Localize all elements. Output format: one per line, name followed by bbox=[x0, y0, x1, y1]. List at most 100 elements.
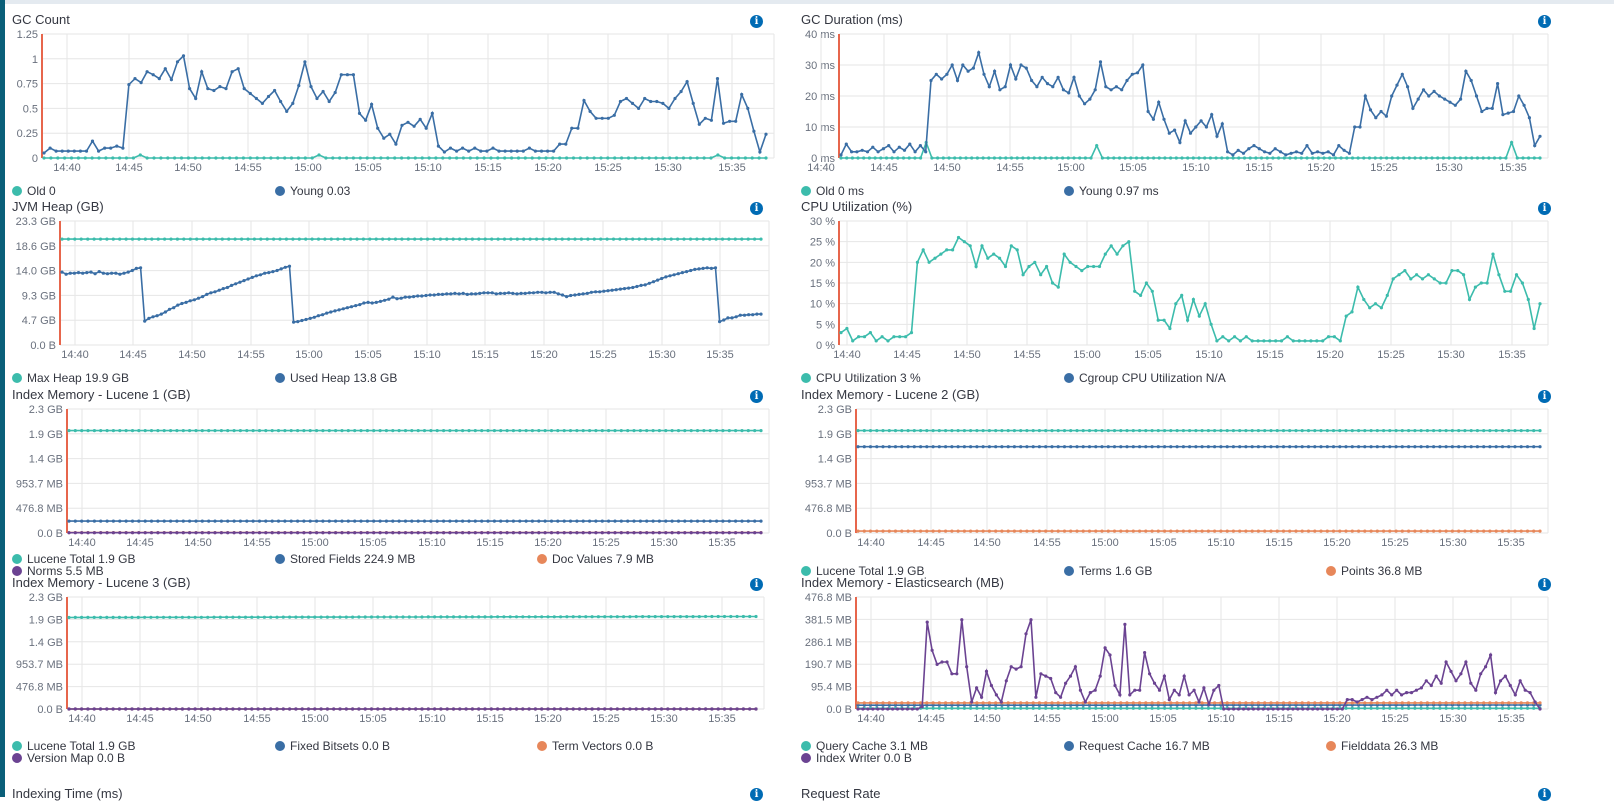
data-point bbox=[187, 707, 190, 710]
data-point bbox=[1063, 429, 1066, 432]
data-point bbox=[1438, 94, 1441, 97]
x-tick-label: 15:15 bbox=[474, 162, 502, 174]
data-point bbox=[1182, 701, 1185, 704]
data-point bbox=[1400, 693, 1403, 696]
data-point bbox=[938, 701, 941, 704]
data-point bbox=[1050, 445, 1053, 448]
data-point bbox=[271, 520, 274, 523]
data-point bbox=[1009, 63, 1012, 66]
series-line-old[interactable] bbox=[841, 143, 1540, 159]
data-point bbox=[97, 150, 100, 153]
data-point bbox=[218, 85, 221, 88]
data-point bbox=[320, 616, 323, 619]
data-point bbox=[839, 153, 842, 156]
data-point bbox=[703, 156, 706, 159]
series-line-young[interactable] bbox=[44, 56, 766, 153]
data-point bbox=[250, 707, 253, 710]
data-point bbox=[518, 520, 521, 523]
series-line-old[interactable] bbox=[44, 155, 766, 158]
data-point bbox=[586, 156, 589, 159]
data-point bbox=[994, 530, 997, 533]
legend-item[interactable]: Fielddata 26.3 MB bbox=[1326, 739, 1438, 753]
legend-item[interactable]: Request Cache 16.7 MB bbox=[1064, 739, 1210, 753]
legend-item[interactable]: Old 0 ms bbox=[801, 184, 864, 198]
y-tick-label: 1.25 bbox=[17, 29, 38, 41]
data-point bbox=[474, 531, 477, 534]
data-point bbox=[206, 616, 209, 619]
data-point bbox=[504, 150, 507, 153]
data-point bbox=[1257, 530, 1260, 533]
y-tick-label: 476.8 MB bbox=[16, 682, 63, 694]
data-point bbox=[502, 615, 505, 618]
data-point bbox=[512, 429, 515, 432]
series-line-cpu-utilization[interactable] bbox=[841, 238, 1540, 341]
data-point bbox=[1385, 689, 1388, 692]
legend-item[interactable]: CPU Utilization 3 % bbox=[801, 371, 921, 385]
data-point bbox=[658, 531, 661, 534]
legend-item[interactable]: Cgroup CPU Utilization N/A bbox=[1064, 371, 1226, 385]
data-point bbox=[715, 520, 718, 523]
data-point bbox=[677, 520, 680, 523]
data-point bbox=[650, 238, 653, 241]
data-point bbox=[245, 531, 248, 534]
data-point bbox=[1101, 156, 1104, 159]
data-point bbox=[628, 615, 631, 618]
legend-dot-icon bbox=[12, 741, 22, 751]
data-point bbox=[1098, 265, 1101, 268]
data-point bbox=[940, 77, 943, 80]
data-point bbox=[1025, 445, 1028, 448]
data-point bbox=[1119, 530, 1122, 533]
legend-item[interactable]: Index Writer 0.0 B bbox=[801, 751, 912, 765]
data-point bbox=[283, 531, 286, 534]
data-point bbox=[558, 156, 561, 159]
info-icon[interactable]: i bbox=[750, 788, 763, 801]
data-point bbox=[1032, 429, 1035, 432]
legend-item[interactable]: Fixed Bitsets 0.0 B bbox=[275, 739, 390, 753]
data-point bbox=[1069, 707, 1072, 710]
data-point bbox=[401, 707, 404, 710]
legend-item[interactable]: Doc Values 7.9 MB bbox=[537, 552, 654, 566]
data-point bbox=[980, 696, 983, 699]
legend-item[interactable]: Old 0 bbox=[12, 184, 56, 198]
legend-item[interactable]: Young 0.03 bbox=[275, 184, 350, 198]
legend-item[interactable]: Used Heap 13.8 GB bbox=[275, 371, 397, 385]
legend-item[interactable]: Stored Fields 224.9 MB bbox=[275, 552, 415, 566]
legend-item[interactable]: Young 0.97 ms bbox=[1064, 184, 1159, 198]
data-point bbox=[355, 238, 358, 241]
data-point bbox=[950, 530, 953, 533]
series-line-used-heap[interactable] bbox=[62, 266, 761, 322]
data-point bbox=[214, 238, 217, 241]
data-point bbox=[1010, 244, 1013, 247]
legend-item[interactable]: Max Heap 19.9 GB bbox=[12, 371, 129, 385]
legend-item[interactable]: Term Vectors 0.0 B bbox=[537, 739, 653, 753]
data-point bbox=[340, 531, 343, 534]
data-point bbox=[972, 67, 975, 70]
x-tick-label: 15:25 bbox=[1377, 349, 1405, 361]
series-line-lucene-total[interactable] bbox=[69, 617, 756, 618]
data-point bbox=[423, 429, 426, 432]
legend-item[interactable]: Version Map 0.0 B bbox=[12, 751, 125, 765]
data-point bbox=[925, 445, 928, 448]
data-point bbox=[1123, 623, 1126, 626]
data-point bbox=[437, 293, 440, 296]
data-point bbox=[379, 429, 382, 432]
data-point bbox=[980, 244, 983, 247]
series-line-young[interactable] bbox=[841, 53, 1540, 155]
data-point bbox=[1331, 707, 1334, 710]
data-point bbox=[144, 520, 147, 523]
data-point bbox=[995, 693, 998, 696]
data-point bbox=[359, 156, 362, 159]
data-point bbox=[1370, 707, 1373, 710]
x-tick-label: 15:25 bbox=[1370, 162, 1398, 174]
data-point bbox=[982, 707, 985, 710]
info-icon[interactable]: i bbox=[1538, 788, 1551, 801]
data-point bbox=[919, 144, 922, 147]
